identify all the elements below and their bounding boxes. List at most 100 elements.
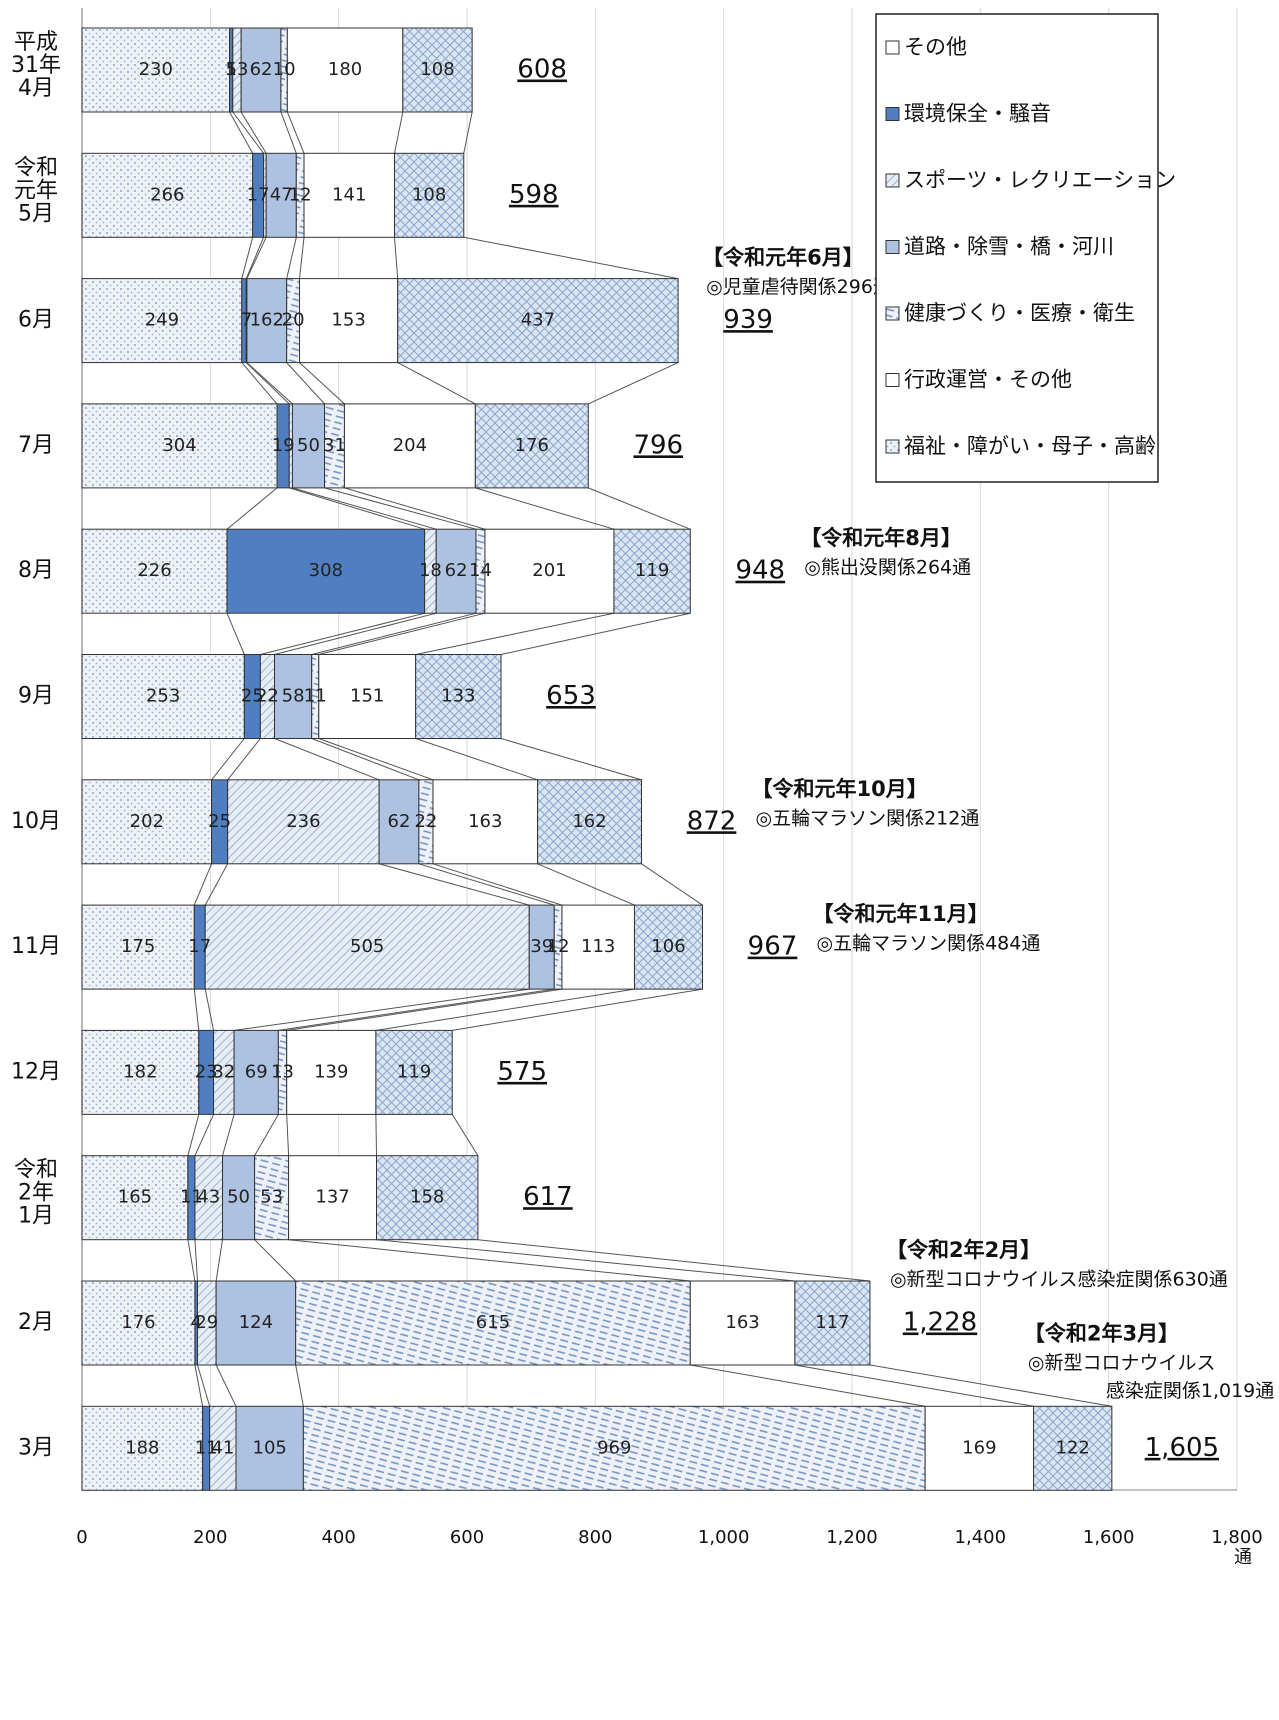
bar-value-label: 29 <box>195 1312 218 1333</box>
bar-value-label: 175 <box>121 936 155 957</box>
bar-value-label: 176 <box>515 435 549 456</box>
bar-segment <box>613 528 691 614</box>
bar-segment <box>273 654 313 739</box>
connector-line <box>254 1114 279 1156</box>
category-label: 11月 <box>11 934 61 959</box>
connector-line <box>254 1239 297 1282</box>
bar-value-label: 11 <box>195 1437 218 1458</box>
connector-line <box>241 362 278 405</box>
connector-line <box>246 362 293 405</box>
connector-line <box>226 487 278 530</box>
bar-segment <box>288 1155 378 1241</box>
bar-segment <box>81 1405 204 1491</box>
connector-lines <box>187 111 1112 1407</box>
connector-line <box>397 362 476 405</box>
bar-value-label: 230 <box>139 59 173 80</box>
connector-line <box>588 362 679 405</box>
bar-segment <box>378 779 420 865</box>
connector-line <box>418 863 555 906</box>
connector-line <box>588 487 691 530</box>
bar-value-label: 17 <box>188 936 211 957</box>
annotation-title: 【令和元年10月】 <box>752 777 928 801</box>
bar-value-label: 204 <box>393 435 427 456</box>
bar-segment <box>81 528 228 614</box>
category-label: 令和 <box>14 1158 58 1183</box>
bar-value-label: 133 <box>441 686 475 707</box>
annotation-text: ◎児童虐待関係296通 <box>706 276 892 298</box>
connector-line <box>286 362 325 405</box>
bar-value-label: 182 <box>123 1061 157 1082</box>
connector-line <box>641 863 703 906</box>
connector-line <box>375 988 635 1031</box>
bar-segment <box>302 1405 926 1491</box>
connector-line <box>318 612 486 655</box>
bar-segment <box>303 152 395 238</box>
bar-value-label: 124 <box>239 1312 273 1333</box>
bar-value-label: 14 <box>469 560 492 581</box>
connector-line <box>260 612 425 655</box>
bar-value-label: 180 <box>328 59 362 80</box>
bar-value-label: 25 <box>208 811 231 832</box>
connector-line <box>344 487 486 530</box>
bar-segment <box>215 1280 297 1366</box>
connector-line <box>204 989 215 1031</box>
category-label: 10月 <box>11 809 61 834</box>
bar-value-label: 53 <box>260 1187 283 1208</box>
legend: その他環境保全・騒音スポーツ・レクリエーション道路・除雪・橋・河川健康づくり・医… <box>875 13 1176 483</box>
bar-segment <box>286 1029 377 1115</box>
legend-swatch <box>885 173 900 188</box>
bar-segment <box>794 1280 871 1366</box>
connector-line <box>452 988 703 1031</box>
bar-segment <box>1033 1405 1113 1491</box>
bar-segment <box>474 403 589 489</box>
bar-segment <box>194 1155 224 1241</box>
bar-value-label: 58 <box>282 686 305 707</box>
category-label: 2年 <box>18 1181 54 1206</box>
bar-value-label: 39 <box>530 936 553 957</box>
legend-label: 道路・除雪・橋・河川 <box>904 235 1114 259</box>
connector-line <box>376 1239 795 1282</box>
bar-segment <box>633 904 703 990</box>
bar-value-label: 141 <box>332 184 366 205</box>
connector-line <box>415 612 615 655</box>
bar-value-label: 12 <box>547 936 570 957</box>
annotation-text: ◎熊出没関係264通 <box>804 557 971 579</box>
annotation-text: ◎五輪マラソン関係212通 <box>756 807 980 829</box>
bar-value-label: 41 <box>211 1437 234 1458</box>
bar-value-label: 108 <box>420 59 454 80</box>
total-label: 575 <box>497 1057 547 1087</box>
connector-line <box>229 111 254 154</box>
bar-segment <box>393 152 465 238</box>
bar-value-label: 158 <box>410 1187 444 1208</box>
bar-value-label: 69 <box>245 1061 268 1082</box>
bar-value-label: 202 <box>130 811 164 832</box>
connector-line <box>187 1239 196 1282</box>
connector-line <box>274 612 437 655</box>
bar-value-label: 163 <box>468 811 502 832</box>
connector-line <box>193 863 213 906</box>
total-label: 872 <box>687 806 737 836</box>
total-label: 796 <box>633 430 683 460</box>
bar-segment <box>924 1405 1035 1491</box>
x-tick-label: 1,000 <box>698 1527 750 1548</box>
category-label: 6月 <box>18 308 54 333</box>
connector-line <box>375 1114 378 1156</box>
connector-line <box>451 1114 479 1156</box>
total-label: 948 <box>735 556 785 586</box>
connector-line <box>286 111 305 154</box>
bar-segment <box>286 27 404 113</box>
connector-line <box>245 237 265 279</box>
x-tick-label: 0 <box>76 1527 87 1548</box>
bar-segment <box>561 904 635 990</box>
connector-line <box>475 487 615 530</box>
connector-line <box>415 738 538 781</box>
annotation-text: ◎新型コロナウイルス感染症関係630通 <box>890 1269 1228 1291</box>
bar-value-label: 10 <box>273 59 296 80</box>
connector-line <box>240 111 267 154</box>
bar-value-label: 437 <box>521 310 555 331</box>
annotation-title: 【令和元年11月】 <box>812 902 988 926</box>
legend-swatch <box>885 240 900 254</box>
connector-line <box>226 613 245 655</box>
total-label: 967 <box>748 932 798 962</box>
